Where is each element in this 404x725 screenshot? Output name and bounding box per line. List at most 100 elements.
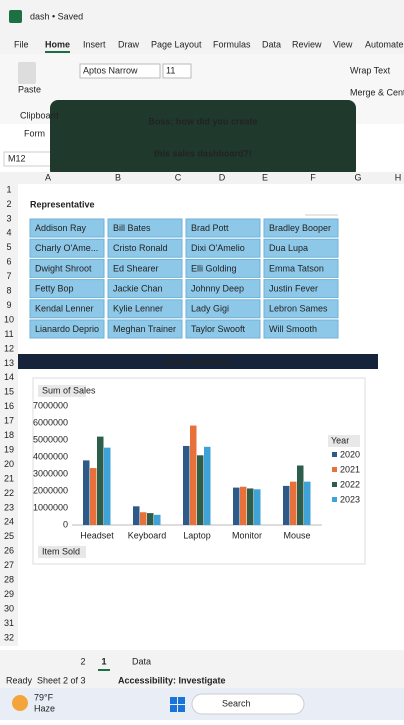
sheet-tab[interactable]: Data (132, 656, 151, 666)
slicer-item[interactable]: Bradley Booper (269, 223, 331, 233)
slicer-item[interactable]: Dixi O'Amelio (191, 243, 245, 253)
column-header (0, 172, 404, 184)
legend-swatch (332, 452, 337, 457)
slicer-button[interactable] (107, 258, 183, 278)
menu-tab[interactable]: Home (45, 39, 70, 49)
slicer-button[interactable] (185, 218, 261, 238)
slicer-item[interactable]: Dwight Shroot (35, 263, 92, 273)
row-number: 26 (4, 546, 14, 556)
menu-tab[interactable]: Automate (365, 39, 404, 49)
slicer-item[interactable]: Ed Shearer (113, 263, 159, 273)
slicer-item[interactable]: Brad Pott (191, 223, 229, 233)
slicer-item[interactable]: Taylor Swooft (191, 324, 246, 334)
font-box[interactable] (79, 63, 161, 79)
paste-label[interactable]: Paste (18, 84, 41, 94)
menu-tab[interactable]: Insert (83, 39, 106, 49)
slicer-item[interactable]: Kylie Lenner (113, 304, 163, 314)
slicer-button[interactable] (107, 299, 183, 319)
slicer-item[interactable]: Elli Golding (191, 263, 237, 273)
name-box-text[interactable]: M12 (8, 153, 26, 163)
slicer-item[interactable]: Charly O'Ame... (35, 243, 98, 253)
value-field[interactable]: Sum of Sales (42, 385, 96, 395)
slicer-button[interactable] (263, 299, 339, 319)
wrap-text[interactable]: Wrap Text (350, 65, 391, 75)
slicer-button[interactable] (29, 258, 105, 278)
bar (197, 455, 204, 525)
menu-tab[interactable]: View (333, 39, 353, 49)
slicer-button[interactable] (29, 218, 105, 238)
font-name[interactable]: Aptos Narrow (83, 65, 138, 75)
size-box[interactable] (162, 63, 192, 79)
slicer-title: Representative (30, 199, 95, 209)
slicer-button[interactable] (263, 218, 339, 238)
slicer-button[interactable] (185, 279, 261, 299)
legend-title[interactable]: Year (331, 435, 349, 445)
slicer-button[interactable] (185, 299, 261, 319)
slicer-button[interactable] (263, 319, 339, 339)
slicer-button[interactable] (185, 258, 261, 278)
slicer-button[interactable] (185, 319, 261, 339)
start-icon[interactable] (178, 697, 185, 704)
slicer-item[interactable]: Fetty Bop (35, 283, 74, 293)
slicer-item[interactable]: Cristo Ronald (113, 243, 168, 253)
slicer-button[interactable] (29, 238, 105, 258)
menu-tab[interactable]: Review (292, 39, 322, 49)
font-size[interactable]: 11 (166, 65, 175, 75)
axis-field[interactable]: Item Sold (42, 546, 80, 556)
slicer-button[interactable] (263, 279, 339, 299)
start-icon[interactable] (170, 705, 177, 712)
slicer-button[interactable] (107, 279, 183, 299)
search-box[interactable] (191, 693, 305, 715)
dashboard-banner (18, 354, 378, 369)
slicer-button[interactable] (263, 258, 339, 278)
menu-tab[interactable]: Page Layout (151, 39, 202, 49)
bar (140, 512, 147, 525)
field-button[interactable] (38, 385, 86, 397)
slicer-button[interactable] (107, 319, 183, 339)
slicer-button[interactable] (29, 279, 105, 299)
start-icon[interactable] (170, 697, 177, 704)
field-button[interactable] (328, 435, 360, 447)
slicer-button[interactable] (263, 238, 339, 258)
menu-tab[interactable]: Data (262, 39, 281, 49)
start-icon[interactable] (178, 705, 185, 712)
slicer-item[interactable]: Addison Ray (35, 223, 87, 233)
slicer-button[interactable] (185, 238, 261, 258)
slicer-button[interactable] (29, 319, 105, 339)
slicer-item[interactable]: Bill Bates (113, 223, 151, 233)
slicer-item[interactable]: Lady Gigi (191, 304, 229, 314)
slicer-item[interactable]: Lebron Sames (269, 304, 328, 314)
sheet-tab[interactable]: 2 (80, 656, 85, 666)
bar (154, 514, 161, 525)
sheet-tab[interactable]: 1 (101, 656, 106, 666)
field-button[interactable] (38, 546, 86, 558)
search-text[interactable]: Search (222, 698, 251, 708)
slicer-item[interactable]: Lianardo Deprio (35, 324, 99, 334)
menu-tab[interactable]: Draw (118, 39, 140, 49)
row-number: 12 (4, 343, 14, 353)
merge-center[interactable]: Merge & Cente (350, 87, 404, 97)
slicer-button[interactable] (107, 218, 183, 238)
slicer-item[interactable]: Will Smooth (269, 324, 317, 334)
caption-line: this sales dashboard?! (154, 148, 252, 158)
row-number: 16 (4, 401, 14, 411)
slicer-item[interactable]: Jackie Chan (113, 283, 163, 293)
row-number: 30 (4, 603, 14, 613)
slicer-item[interactable]: Dua Lupa (269, 243, 308, 253)
status-accessibility[interactable]: Accessibility: Investigate (118, 675, 226, 685)
menu-tab[interactable]: File (14, 39, 29, 49)
row-number: 8 (6, 286, 11, 296)
menu-tab[interactable]: Formulas (213, 39, 251, 49)
slicer-item[interactable]: Justin Fever (269, 283, 318, 293)
slicer-item[interactable]: Emma Tatson (269, 263, 324, 273)
title-bar (0, 0, 404, 34)
slicer-button[interactable] (29, 299, 105, 319)
row-number: 6 (6, 257, 11, 267)
slicer-item[interactable]: Meghan Trainer (113, 324, 176, 334)
slicer-item[interactable]: Kendal Lenner (35, 304, 94, 314)
format-label[interactable]: Form (24, 128, 45, 138)
slicer-button[interactable] (107, 238, 183, 258)
excel-icon (9, 10, 22, 23)
y-tick-label: 0 (63, 519, 68, 529)
slicer-item[interactable]: Johnny Deep (191, 283, 244, 293)
